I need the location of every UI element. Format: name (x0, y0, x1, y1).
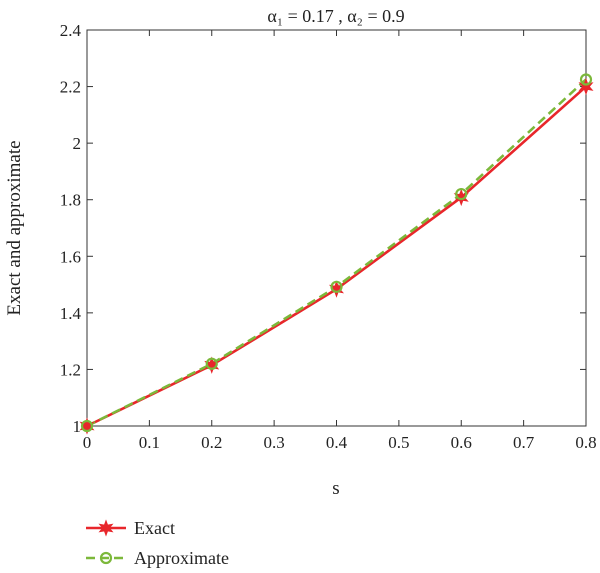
y-tick-label: 1 (73, 417, 82, 436)
plot-area: 0 0.1 0.2 0.3 0.4 0.5 0.6 0.7 0.8 1 1.2 1.4 1.6 1.8 2 2… (60, 21, 597, 452)
x-tick-label: 0.8 (575, 433, 596, 452)
x-tick-label: 0 (83, 433, 92, 452)
legend: Exact Approximate (86, 518, 229, 568)
data-point-approximate (579, 73, 593, 86)
series-line-approximate (86, 78, 587, 428)
data-point-exact (328, 280, 345, 298)
x-axis-label: s (332, 478, 339, 499)
y-tick-label: 2.2 (60, 78, 81, 97)
y-axis-label: Exact and approximate (4, 140, 25, 315)
chart-title: α₁ = 0.17 , α₂ = 0.9 (267, 6, 404, 26)
data-point-approximate (455, 187, 468, 201)
data-point-exact (79, 417, 95, 435)
x-tick-label: 0.1 (139, 433, 160, 452)
data-point-exact (578, 77, 594, 96)
legend-marker-exact (98, 519, 114, 537)
x-tick-label: 0.3 (264, 433, 285, 452)
data-point-approximate (330, 280, 343, 293)
x-tick-label: 0.2 (201, 433, 222, 452)
plot-frame (86, 29, 587, 427)
x-tick-label: 0.7 (513, 433, 535, 452)
legend-label-approximate: Approximate (134, 548, 229, 568)
y-tick-label: 1.8 (60, 191, 81, 210)
x-tick-label: 0.5 (388, 433, 409, 452)
data-point-approximate (205, 357, 218, 370)
data-point-exact (204, 356, 220, 374)
y-tick-label: 1.6 (60, 247, 81, 266)
y-tick-label: 1.2 (60, 360, 81, 379)
data-point-exact (453, 188, 469, 207)
x-tick-label: 0.4 (326, 433, 348, 452)
y-tick-label: 2.4 (60, 21, 82, 40)
y-tick-label: 1.4 (60, 304, 82, 323)
legend-label-exact: Exact (134, 518, 175, 538)
data-point-approximate (80, 419, 94, 433)
series-line-exact (86, 85, 587, 428)
x-tick-label: 0.6 (451, 433, 472, 452)
legend-marker-approximate (99, 551, 113, 565)
y-tick-label: 2 (73, 134, 82, 153)
